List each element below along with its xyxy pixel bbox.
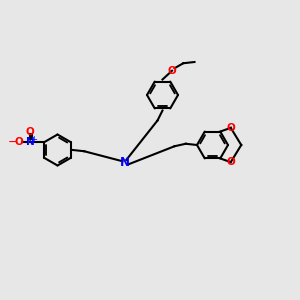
Text: O: O [15,137,23,147]
Text: −: − [8,136,18,149]
Text: +: + [30,135,37,144]
Text: N: N [120,156,130,169]
Text: O: O [26,127,35,137]
Text: O: O [226,157,235,167]
Text: N: N [26,137,35,147]
Text: O: O [168,66,176,76]
Text: O: O [226,123,235,133]
